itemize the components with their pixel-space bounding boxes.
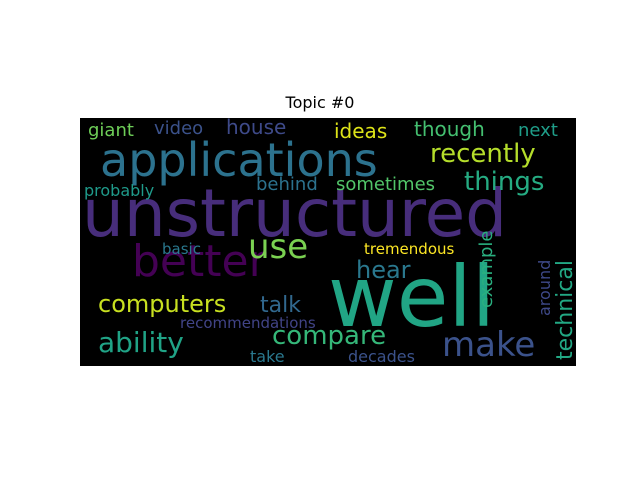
word-better: better bbox=[132, 236, 268, 287]
word-tremendous: tremendous bbox=[364, 240, 455, 258]
word-use: use bbox=[248, 227, 308, 267]
word-example: example bbox=[476, 231, 497, 308]
word-recommendations: recommendations bbox=[180, 314, 316, 332]
word-sometimes: sometimes bbox=[336, 174, 435, 195]
word-compare: compare bbox=[272, 321, 386, 351]
word-unstructured: unstructured bbox=[82, 175, 507, 252]
word-computers: computers bbox=[98, 290, 226, 318]
word-technical: technical bbox=[553, 260, 576, 360]
word-around: around bbox=[535, 260, 554, 316]
word-probably: probably bbox=[84, 181, 154, 200]
chart-title: Topic #0 bbox=[285, 93, 355, 112]
word-things: things bbox=[464, 167, 544, 197]
word-though: though bbox=[414, 118, 485, 141]
word-behind: behind bbox=[256, 174, 318, 195]
word-basic: basic bbox=[162, 240, 201, 258]
word-video: video bbox=[154, 118, 203, 139]
word-next: next bbox=[518, 120, 558, 141]
word-ideas: ideas bbox=[334, 119, 387, 143]
word-giant: giant bbox=[88, 120, 134, 141]
word-cloud: unstructured well applications better use mak… bbox=[80, 118, 576, 366]
word-make: make bbox=[442, 325, 535, 365]
word-hear: hear bbox=[356, 256, 411, 284]
word-ability: ability bbox=[98, 326, 184, 359]
word-take: take bbox=[250, 347, 285, 366]
word-decades: decades bbox=[348, 347, 415, 366]
word-well: well bbox=[328, 248, 495, 346]
word-recently: recently bbox=[430, 139, 536, 169]
word-house: house bbox=[226, 118, 286, 139]
word-talk: talk bbox=[260, 293, 301, 318]
word-applications: applications bbox=[100, 133, 378, 187]
